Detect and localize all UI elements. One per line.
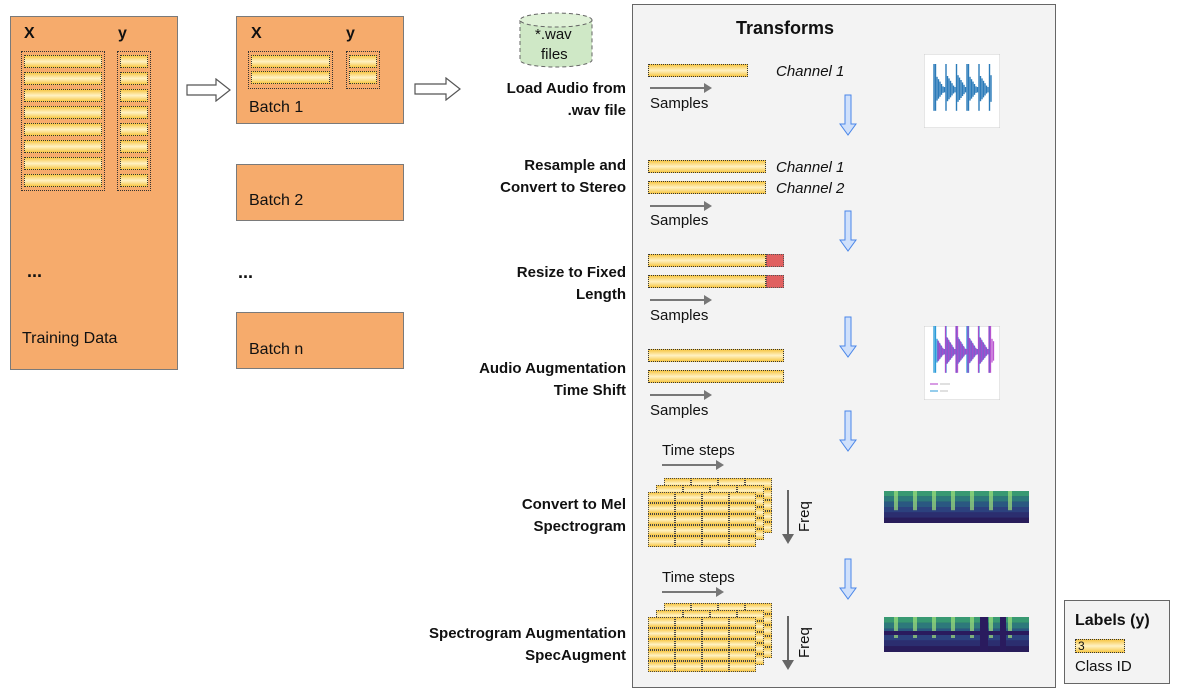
channel-1-strip xyxy=(648,349,784,362)
label-value: 3 xyxy=(1078,639,1085,653)
samples-label: Samples xyxy=(650,212,709,229)
channel-2-strip xyxy=(648,275,766,288)
step-3-label: Resize to Fixed Length xyxy=(516,264,626,303)
channel-1-label: Channel 1 xyxy=(776,63,845,80)
samples-arrow xyxy=(650,390,712,400)
channel-1-strip xyxy=(648,254,766,267)
samples-label: Samples xyxy=(650,307,709,324)
samples-label: Samples xyxy=(650,95,709,112)
training-data-panel: X y ... Training Data xyxy=(10,16,178,370)
right-arrow-icon xyxy=(186,78,231,102)
padding-cell xyxy=(766,254,784,267)
time-steps-label: Time steps xyxy=(662,569,735,586)
labels-caption: Class ID xyxy=(1075,658,1132,675)
step-2-label: Resample and Convert to Stereo xyxy=(500,157,626,196)
freq-arrow xyxy=(787,490,789,538)
down-arrow-icon xyxy=(839,558,857,600)
samples-arrow xyxy=(650,295,712,305)
batch-2-panel: Batch 2 xyxy=(236,164,404,221)
samples-label: Samples xyxy=(650,402,709,419)
shifted-waveform-image xyxy=(924,326,1000,400)
mel-spectrogram-image xyxy=(884,491,1029,523)
spectrogram-stack xyxy=(648,478,776,550)
channel-1-strip xyxy=(648,64,748,77)
batch1-caption: Batch 1 xyxy=(249,99,304,116)
down-arrow-icon xyxy=(839,210,857,252)
batch1-x-column xyxy=(248,51,333,89)
batch-1-panel: X y Batch 1 xyxy=(236,16,404,124)
batch1-x-label: X xyxy=(251,25,262,42)
time-steps-arrow xyxy=(662,587,724,597)
batch-n-panel: Batch n xyxy=(236,312,404,369)
samples-arrow xyxy=(650,201,712,211)
channel-2-label: Channel 2 xyxy=(776,180,845,197)
time-steps-arrow xyxy=(662,460,724,470)
channel-2-strip xyxy=(648,181,766,194)
down-arrow-icon xyxy=(839,316,857,358)
channel-2-strip xyxy=(648,370,784,383)
freq-arrowhead-icon xyxy=(782,534,794,544)
wav-label-line2: files xyxy=(541,46,568,63)
batch1-y-label: y xyxy=(346,25,355,42)
labels-title: Labels (y) xyxy=(1075,612,1150,629)
down-arrow-icon xyxy=(839,94,857,136)
training-x-column xyxy=(21,51,105,191)
down-arrow-icon xyxy=(839,410,857,452)
freq-label: Freq xyxy=(796,627,813,658)
label-value-cell: 3 xyxy=(1075,639,1125,653)
freq-label: Freq xyxy=(796,501,813,532)
channel-1-strip xyxy=(648,160,766,173)
wav-label-line1: *.wav xyxy=(535,26,572,43)
step-4-label: Audio Augmentation Time Shift xyxy=(479,360,626,399)
labels-panel: Labels (y) 3 Class ID xyxy=(1064,600,1170,684)
training-caption: Training Data xyxy=(22,330,118,347)
transforms-title: Transforms xyxy=(736,18,835,38)
freq-arrow xyxy=(787,616,789,664)
augmented-spectrogram-image xyxy=(884,617,1029,652)
training-x-label: X xyxy=(24,25,35,42)
batch1-y-column xyxy=(346,51,380,89)
training-ellipsis: ... xyxy=(27,261,43,281)
wav-files-cylinder-icon xyxy=(519,12,593,68)
time-steps-label: Time steps xyxy=(662,442,735,459)
samples-arrow xyxy=(650,83,712,93)
training-y-label: y xyxy=(118,25,127,42)
channel-1-label: Channel 1 xyxy=(776,159,845,176)
batchn-caption: Batch n xyxy=(249,341,304,358)
step-6-label: Spectrogram Augmentation SpecAugment xyxy=(429,625,626,664)
right-arrow-icon xyxy=(414,77,461,101)
batch2-caption: Batch 2 xyxy=(249,192,304,209)
spectrogram-stack xyxy=(648,603,776,675)
step-1-label: Load Audio from .wav file xyxy=(506,80,626,119)
batch-ellipsis: ... xyxy=(238,262,254,282)
step-5-label: Convert to Mel Spectrogram xyxy=(521,496,626,535)
training-y-column xyxy=(117,51,151,191)
waveform-image xyxy=(924,54,1000,128)
padding-cell xyxy=(766,275,784,288)
freq-arrowhead-icon xyxy=(782,660,794,670)
